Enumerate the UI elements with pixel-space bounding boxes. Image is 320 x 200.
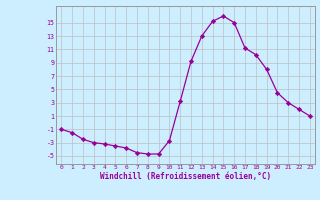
X-axis label: Windchill (Refroidissement éolien,°C): Windchill (Refroidissement éolien,°C)	[100, 172, 271, 181]
